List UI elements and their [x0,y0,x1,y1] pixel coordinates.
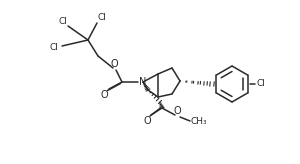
Text: N: N [139,77,147,87]
Text: Cl: Cl [50,42,58,51]
Text: O: O [173,106,181,116]
Text: Cl: Cl [58,17,68,25]
Text: O: O [110,59,118,69]
Text: O: O [143,116,151,126]
Text: CH₃: CH₃ [191,117,207,126]
Text: Cl: Cl [256,79,266,88]
Text: O: O [100,90,108,100]
Text: Cl: Cl [98,12,106,21]
